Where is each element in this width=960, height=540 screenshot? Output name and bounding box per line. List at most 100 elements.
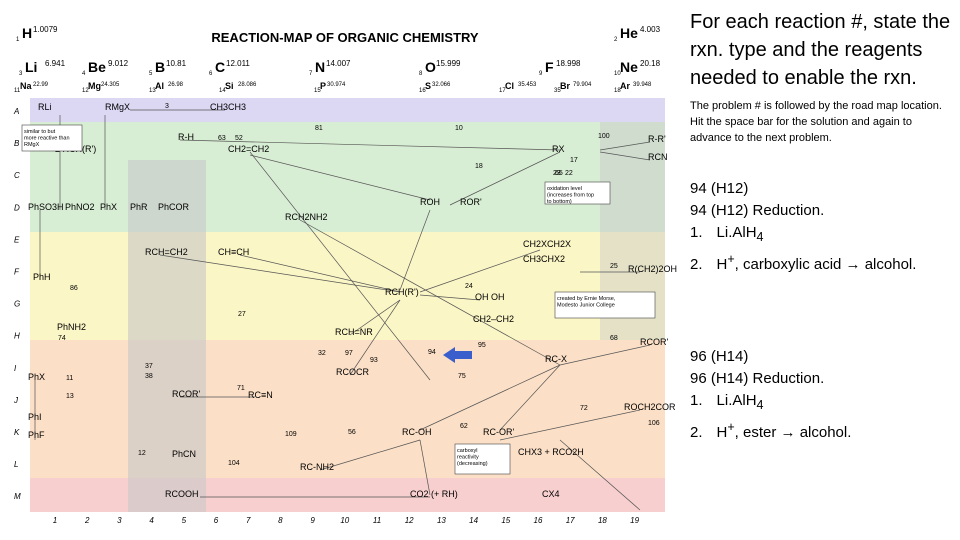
element-symbol: H [22,25,32,41]
step: 2. H+, carboxylic acid → alcohol. [690,248,916,276]
row-label: J [13,396,19,405]
element-symbol: Ar [620,81,630,91]
atomic-mass: 22.99 [33,82,49,88]
compound: RC-NH2 [300,462,334,472]
reaction-number: 97 [345,350,353,357]
arrow [249,154,431,201]
column-label: 17 [566,516,575,525]
compound: CH≡CH [218,247,249,257]
text-panel: For each reaction #, state the rxn. type… [690,8,955,441]
compound: ROR' [460,197,482,207]
arrow [599,151,651,161]
row-label: B [14,139,20,148]
reaction-number: 13 [66,393,74,400]
compound: RCOOH [165,489,199,499]
element-symbol: P [320,81,326,91]
compound: RC-OR' [483,427,514,437]
atomic-number: 7 [309,71,313,77]
atomic-number: 3 [19,71,23,77]
atomic-mass: 18.998 [556,59,581,68]
atomic-number: 9 [539,71,543,77]
compound: CX4 [542,489,560,499]
column-label: 1 [53,516,57,525]
element-symbol: B [155,59,165,75]
reaction-number: 32 [318,350,326,357]
column-label: 9 [310,516,315,525]
atomic-mass: 20.18 [640,59,661,68]
element-symbol: C [215,59,225,75]
compound: RC-OH [402,427,432,437]
element-symbol: Mg [88,81,101,91]
map-title: REACTION-MAP OF ORGANIC CHEMISTRY [211,30,479,45]
compound: PhF [28,430,45,440]
step-text: Li.AlH [716,392,757,409]
column-label: 12 [405,516,414,525]
arrow [249,151,431,381]
arrow [349,299,401,376]
atomic-number: 10 [614,71,621,77]
arrow [499,364,561,431]
element-symbol: O [425,59,436,75]
column-label: 2 [84,516,90,525]
atomic-mass: 1.0079 [33,25,58,34]
reaction-number: 3 [165,103,169,110]
reaction-number: 23 [553,170,561,177]
element-symbol: Na [20,81,32,91]
atomic-mass: 24.305 [101,82,120,88]
answer: 96 (H14) Reduction. [690,370,825,387]
note: created by Ernie Morse, Modesto Junior Co… [557,296,616,309]
reaction-number: 94 [428,349,436,356]
compound: CH3CHX2 [523,254,565,264]
row-label: M [14,492,21,501]
note-box [554,291,656,319]
compound: PhNO2 [65,202,95,212]
compound: PhI [28,412,42,422]
compound: PhCOR [158,202,190,212]
compound: PhSO3H [28,202,64,212]
reaction-number: 81 [315,125,323,132]
element-symbol: Si [225,81,234,91]
column-label: 3 [117,516,122,525]
note-box [21,124,83,152]
atomic-mass: 26.98 [168,82,184,88]
compound: PhX [28,372,45,382]
atomic-mass: 30.974 [327,82,346,88]
problem: 96 (H14) 96 (H14) Reduction. 1. Li.AlH4 2. H+… [690,346,851,444]
column-label: 14 [469,516,478,525]
arrow [419,439,431,496]
arrow [159,254,401,293]
arrow [499,409,641,441]
step: 1. Li.AlH4 [690,390,851,416]
compound: PhNH2 [57,322,86,332]
row-label: F [14,268,20,277]
blue-arrow [443,347,472,363]
row-label: A [13,107,19,116]
compound: PhCN [172,449,196,459]
step-text: , ester → alcohol. [734,424,852,441]
arrow [349,299,401,336]
subscript: 4 [756,230,764,244]
atomic-mass: 15.999 [436,59,461,68]
atomic-mass: 4.003 [640,25,661,34]
compound: RMgX [105,102,130,112]
superscript: + [727,252,735,266]
step: 1. Li.AlH4 [690,222,916,248]
compound: R-R' [648,134,666,144]
reaction-number: 24 [465,283,473,290]
compound: CH2=CH2 [228,144,269,154]
compound: ROH [420,197,440,207]
arrow [319,439,421,471]
compound: PhX [100,202,117,212]
reaction-number: 37 [145,363,153,370]
atomic-mass: 12.011 [226,59,250,68]
step-text: Li.AlH [716,224,757,241]
atomic-mass: 14.007 [326,59,351,68]
reaction-number: 100 [598,133,610,140]
column-label: 16 [534,516,543,525]
note: carboxyl reactivity (decreasing) [457,448,488,467]
reaction-number: 10 [455,125,463,132]
reaction-number: 25 [610,263,618,270]
column-label: 19 [630,516,639,525]
atomic-mass: 39.948 [633,82,652,88]
